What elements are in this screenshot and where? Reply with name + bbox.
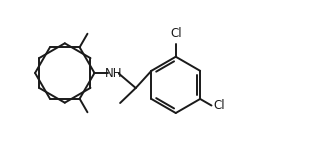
Text: Cl: Cl <box>213 99 225 112</box>
Text: Cl: Cl <box>170 27 181 40</box>
Text: NH: NH <box>105 66 122 80</box>
